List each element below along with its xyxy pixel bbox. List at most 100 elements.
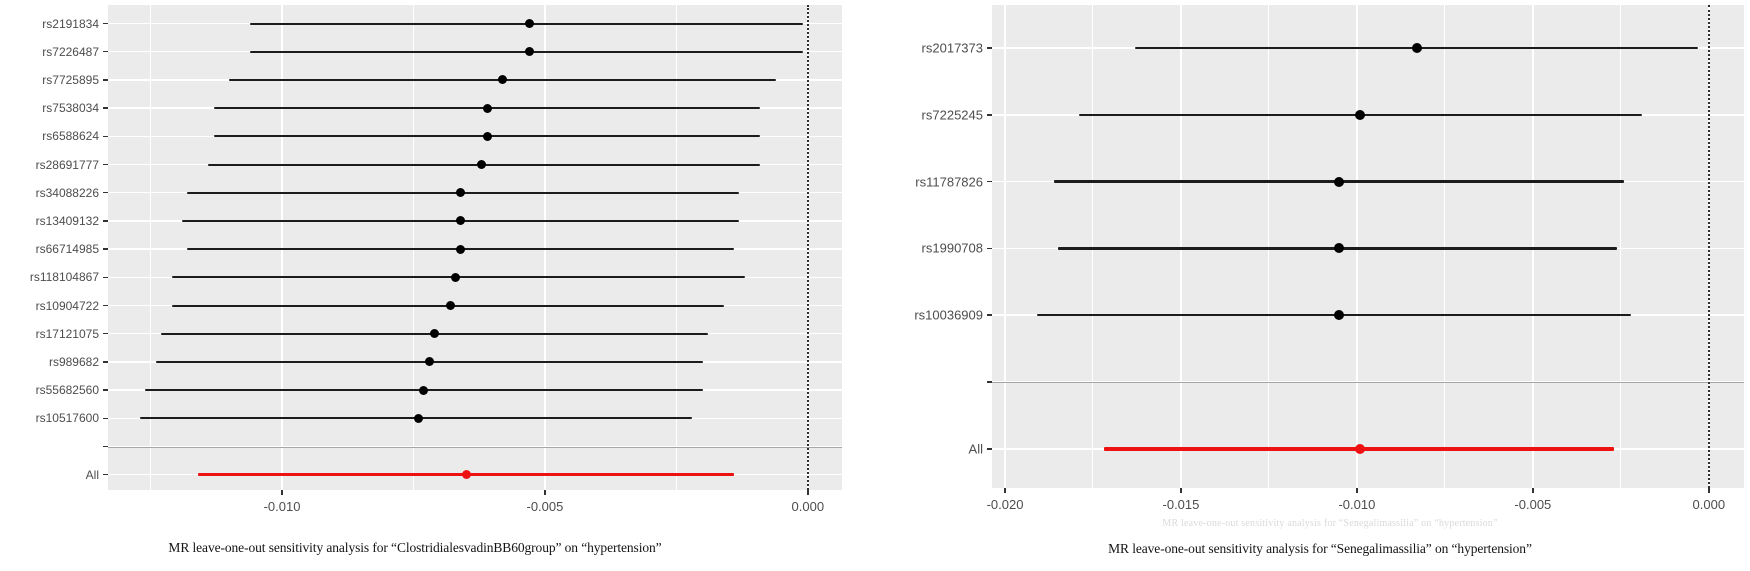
major-gridline — [1180, 5, 1182, 488]
point-estimate-dot — [1334, 176, 1345, 187]
y-axis-tick — [103, 361, 108, 363]
y-axis-tick — [987, 314, 992, 316]
x-axis-tick — [281, 490, 283, 495]
x-axis-tick — [1004, 488, 1006, 493]
point-estimate-dot — [524, 19, 534, 28]
y-axis-tick — [987, 247, 992, 250]
point-estimate-dot — [430, 329, 439, 339]
point-estimate-dot — [482, 131, 492, 141]
y-axis-tick — [987, 448, 992, 450]
plot-panel — [108, 5, 842, 490]
major-gridline — [544, 5, 546, 490]
y-axis-label: rs10517600 — [35, 411, 99, 426]
point-estimate-dot — [1411, 43, 1422, 53]
x-axis-tick — [1356, 488, 1358, 493]
y-axis-label: rs66714985 — [35, 242, 99, 257]
y-axis-tick — [103, 220, 108, 222]
minor-gridline — [1268, 5, 1270, 488]
minor-gridline — [1620, 5, 1622, 488]
x-axis-tick — [807, 490, 809, 495]
point-estimate-dot — [498, 75, 508, 85]
y-axis-tick — [103, 445, 108, 448]
x-axis-tick — [544, 490, 546, 495]
point-estimate-dot — [456, 188, 466, 198]
y-axis-tick — [103, 22, 108, 25]
point-estimate-dot — [461, 470, 471, 480]
point-estimate-dot — [456, 216, 466, 226]
y-axis-label: rs1990708 — [921, 240, 983, 256]
point-estimate-dot — [424, 357, 434, 367]
y-axis-label: rs7538034 — [42, 101, 99, 116]
y-axis-tick — [103, 304, 108, 307]
y-axis-label: rs2017373 — [921, 40, 983, 56]
x-axis-label: -0.005 — [1514, 497, 1552, 512]
y-axis-tick — [987, 114, 992, 116]
point-estimate-dot — [524, 47, 534, 57]
separator-line — [992, 382, 1744, 384]
y-axis-tick — [987, 381, 992, 383]
confidence-interval-line — [1036, 313, 1632, 317]
minor-gridline — [1092, 5, 1094, 488]
y-axis-label: rs7725895 — [42, 72, 99, 87]
zero-reference-line — [806, 5, 809, 490]
x-axis-label: -0.010 — [1338, 497, 1376, 512]
minor-gridline — [412, 5, 414, 490]
y-axis-tick — [103, 135, 108, 138]
x-axis-label: -0.005 — [526, 499, 564, 514]
y-axis-tick — [103, 50, 108, 53]
y-axis-label: rs118104867 — [29, 270, 99, 285]
y-axis-tick — [103, 332, 108, 335]
point-estimate-dot — [1334, 310, 1345, 321]
y-axis-tick — [103, 248, 108, 250]
y-axis-label: rs28691777 — [35, 157, 99, 172]
y-axis-label: rs11787826 — [915, 174, 983, 190]
x-axis-tick — [1708, 488, 1710, 493]
point-estimate-dot — [451, 272, 461, 282]
major-gridline — [1532, 5, 1534, 488]
x-axis-label: 0.000 — [791, 499, 825, 514]
x-axis-tick — [1532, 488, 1534, 493]
y-axis-label: rs34088226 — [35, 185, 99, 200]
y-axis-tick — [103, 389, 108, 391]
y-axis-tick — [103, 107, 108, 109]
zero-reference-line — [1707, 5, 1710, 488]
x-axis-label: -0.020 — [986, 497, 1024, 512]
point-estimate-dot — [1334, 243, 1345, 254]
minor-gridline — [150, 5, 152, 490]
y-axis-label: All — [85, 467, 99, 482]
point-estimate-dot — [414, 413, 424, 423]
y-axis-label: rs10036909 — [914, 307, 983, 323]
point-estimate-dot — [482, 103, 492, 113]
x-axis-tick — [1180, 488, 1182, 493]
point-estimate-dot — [445, 301, 455, 310]
separator-line — [108, 446, 842, 448]
minor-gridline — [675, 5, 677, 490]
point-estimate-dot — [456, 244, 466, 254]
major-gridline — [1356, 5, 1358, 488]
plot-caption-right: MR leave-one-out sensitivity analysis fo… — [1108, 541, 1532, 556]
y-axis-tick — [987, 47, 992, 49]
y-axis-tick — [103, 163, 108, 166]
x-axis-label: 0.000 — [1692, 497, 1726, 512]
plot-caption-left: MR leave-one-out sensitivity analysis fo… — [168, 540, 662, 555]
y-axis-tick — [103, 417, 108, 420]
y-axis-tick — [103, 79, 108, 81]
y-axis-label: rs10904722 — [35, 298, 99, 313]
y-axis-tick — [987, 180, 992, 183]
y-axis-label: rs55682560 — [35, 383, 99, 398]
plot-panel — [992, 5, 1744, 488]
ghost-caption-right: MR leave-one-out sensitivity analysis fo… — [1162, 518, 1498, 529]
point-estimate-dot — [477, 160, 487, 169]
y-axis-label: rs17121075 — [35, 326, 99, 341]
y-axis-label: rs2191834 — [42, 16, 99, 31]
y-axis-label: rs13409132 — [35, 213, 99, 228]
y-axis-tick — [103, 276, 108, 279]
y-axis-label: rs7226487 — [42, 44, 99, 59]
minor-gridline — [1444, 5, 1446, 488]
point-estimate-dot — [419, 385, 429, 395]
y-axis-label: rs989682 — [48, 354, 99, 369]
y-axis-tick — [103, 191, 108, 194]
